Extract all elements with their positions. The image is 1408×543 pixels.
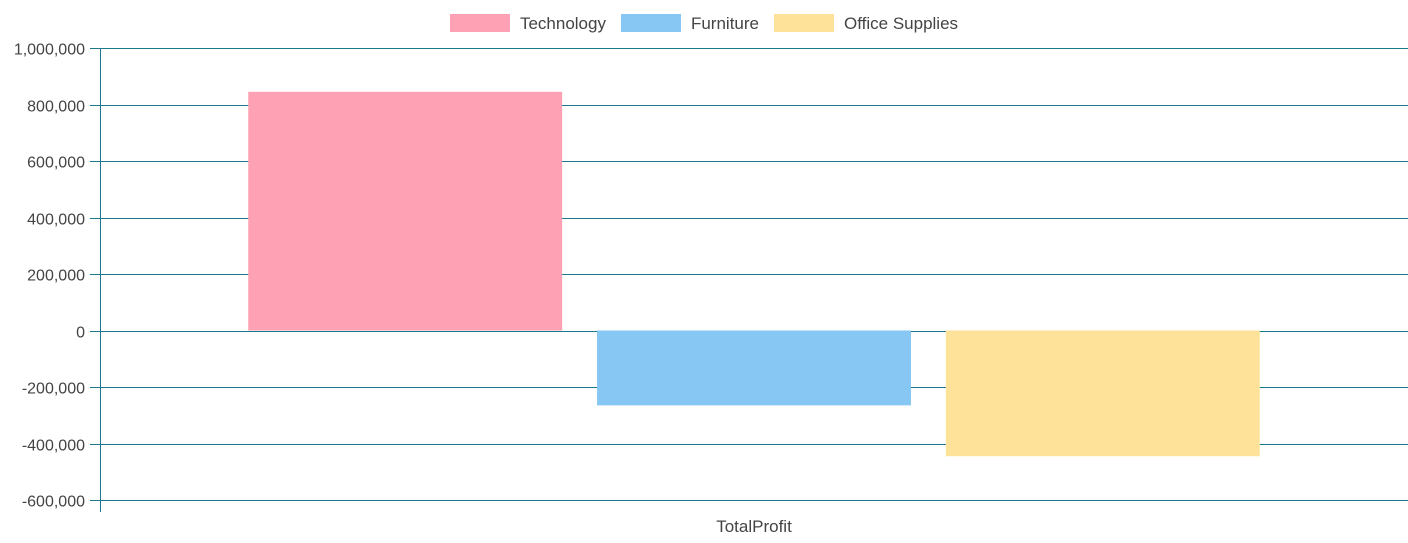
- bars: [248, 91, 1260, 457]
- legend-label-office-supplies[interactable]: Office Supplies: [844, 14, 958, 33]
- legend[interactable]: Technology Furniture Office Supplies: [449, 14, 958, 33]
- y-tick-label: 400,000: [27, 212, 85, 229]
- bar-office-supplies[interactable]: [945, 330, 1260, 457]
- y-tick-label: 200,000: [27, 268, 85, 285]
- y-tick-label: 800,000: [27, 99, 85, 116]
- x-category-labels: TotalProfit: [716, 517, 792, 536]
- legend-swatch-office-supplies[interactable]: [774, 14, 835, 32]
- legend-label-technology[interactable]: Technology: [520, 14, 607, 33]
- x-category-label: TotalProfit: [716, 517, 792, 536]
- legend-label-furniture[interactable]: Furniture: [691, 14, 759, 33]
- legend-swatch-technology[interactable]: [449, 14, 510, 32]
- y-tick-label: -600,000: [22, 494, 85, 511]
- axes: [90, 48, 101, 512]
- y-tick-labels: 1,000,000 800,000 600,000 400,000 200,000 0 -2…: [14, 42, 85, 511]
- bar-furniture[interactable]: [597, 330, 911, 406]
- bar-technology[interactable]: [248, 91, 563, 331]
- y-tick-label: -400,000: [22, 438, 85, 455]
- y-tick-label: 0: [76, 325, 85, 342]
- y-tick-label: 600,000: [27, 155, 85, 172]
- y-tick-label: -200,000: [22, 381, 85, 398]
- y-tick-label: 1,000,000: [14, 42, 85, 59]
- legend-swatch-furniture[interactable]: [620, 14, 681, 32]
